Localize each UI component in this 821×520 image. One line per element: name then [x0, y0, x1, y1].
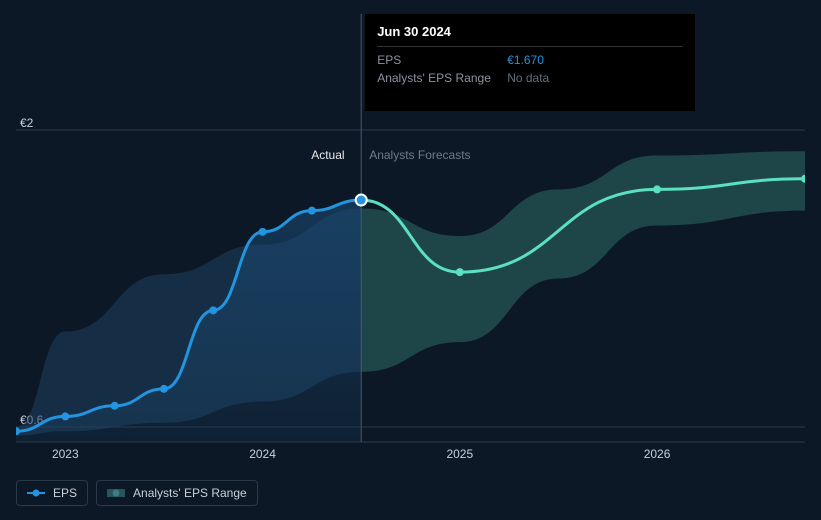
band-dot-icon: [107, 488, 125, 498]
chart-legend: EPS Analysts' EPS Range: [16, 480, 258, 506]
legend-label: EPS: [53, 486, 77, 500]
legend-label: Analysts' EPS Range: [133, 486, 247, 500]
region-label-forecast: Analysts Forecasts: [369, 148, 470, 162]
tooltip-eps-label: EPS: [377, 51, 507, 69]
region-label-actual: Actual: [311, 148, 344, 162]
svg-text:2023: 2023: [52, 447, 79, 461]
svg-text:2026: 2026: [644, 447, 671, 461]
legend-item-range[interactable]: Analysts' EPS Range: [96, 480, 258, 506]
tooltip-title: Jun 30 2024: [377, 22, 683, 47]
tooltip-range-value: No data: [507, 69, 549, 87]
tooltip-range-label: Analysts' EPS Range: [377, 69, 507, 87]
legend-item-eps[interactable]: EPS: [16, 480, 88, 506]
line-dot-icon: [27, 488, 45, 498]
svg-text:2024: 2024: [249, 447, 276, 461]
eps-chart[interactable]: €0.6€22023202420252026 Jun 30 2024 EPS €…: [16, 14, 805, 442]
svg-text:2025: 2025: [446, 447, 473, 461]
svg-text:€2: €2: [20, 116, 34, 130]
chart-tooltip: Jun 30 2024 EPS €1.670 Analysts' EPS Ran…: [365, 14, 695, 111]
tooltip-eps-value: €1.670: [507, 51, 544, 69]
